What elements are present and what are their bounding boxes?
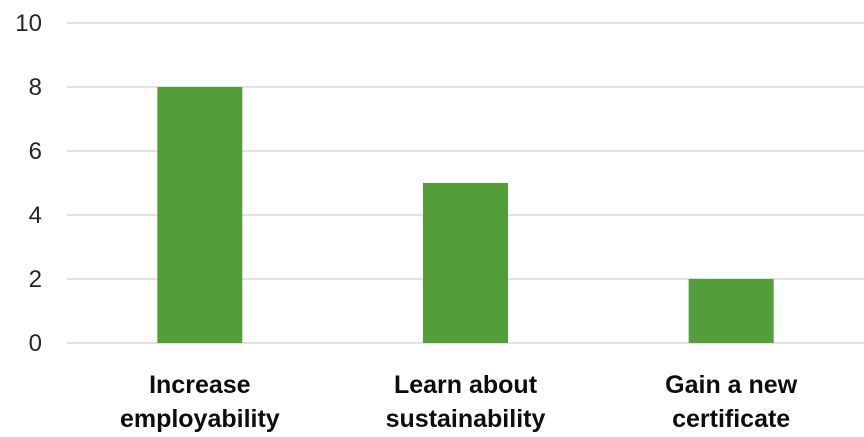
bars bbox=[157, 87, 774, 343]
bar-2 bbox=[688, 279, 774, 343]
y-tick-label: 4 bbox=[29, 202, 42, 229]
y-tick-label: 6 bbox=[29, 138, 42, 165]
bar-0 bbox=[157, 87, 243, 343]
y-tick-label: 10 bbox=[15, 10, 42, 37]
y-tick-label: 0 bbox=[29, 330, 42, 357]
y-tick-label: 2 bbox=[29, 266, 42, 293]
y-tick-label: 8 bbox=[29, 74, 42, 101]
x-category-label: Learn about bbox=[394, 371, 538, 399]
x-category-label: employability bbox=[120, 405, 280, 433]
x-category-label: sustainability bbox=[386, 405, 546, 433]
x-category-label: Increase bbox=[149, 371, 251, 399]
x-category-label: Gain a new bbox=[665, 371, 798, 399]
bar-1 bbox=[423, 183, 508, 343]
y-axis-tick-labels: 0 2 4 6 8 10 bbox=[15, 10, 42, 357]
x-axis-category-labels: Increase employability Learn about sustaina… bbox=[120, 371, 798, 433]
x-category-label: certificate bbox=[672, 405, 790, 433]
